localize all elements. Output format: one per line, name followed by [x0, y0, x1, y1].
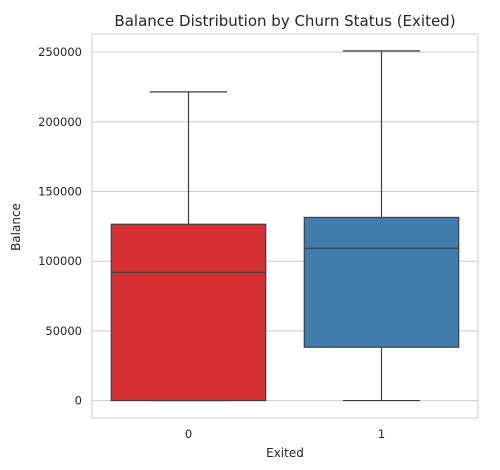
box-group-1	[303, 50, 460, 402]
iqr-box	[110, 223, 267, 402]
box-group-0	[110, 91, 267, 402]
y-axis-label: Balance	[9, 203, 23, 251]
y-tick-label: 100000	[38, 254, 82, 268]
iqr-box	[303, 216, 460, 348]
y-tick-label: 50000	[45, 324, 82, 338]
x-tick-label: 1	[378, 427, 385, 441]
box-series	[110, 50, 460, 402]
y-tick-labels: 0 50000 100000 150000 200000 250000	[38, 45, 82, 407]
chart-title: Balance Distribution by Churn Status (Ex…	[114, 12, 455, 30]
x-tick-label: 0	[185, 427, 192, 441]
y-tick-label: 150000	[38, 185, 82, 199]
y-tick-label: 200000	[38, 115, 82, 129]
x-axis-label: Exited	[266, 446, 304, 460]
y-tick-label: 250000	[38, 45, 82, 59]
plot-frame	[91, 33, 479, 419]
y-tick-label: 0	[75, 394, 82, 408]
